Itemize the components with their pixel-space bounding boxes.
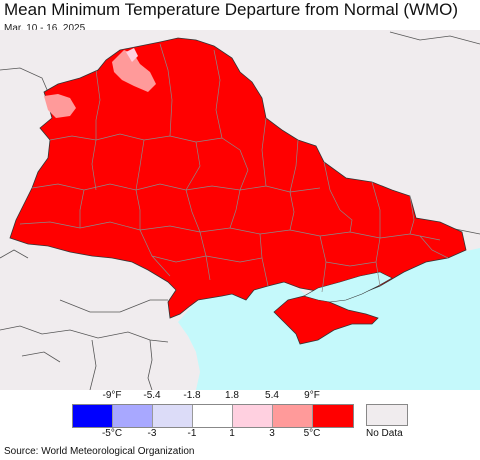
legend-no-data-label: No Data — [366, 428, 403, 439]
legend-label-c-2: -1 — [187, 428, 197, 439]
legend-swatch-6 — [313, 405, 353, 427]
oblast-borders — [19, 43, 449, 293]
legend-swatch-1 — [113, 405, 153, 427]
sea-of-azov — [303, 271, 393, 303]
legend-swatch-4 — [233, 405, 273, 427]
legend: -9°F -5.4 -1.8 1.8 5.4 9°F -5°C -3 -1 1 … — [0, 390, 480, 442]
legend-swatch-2 — [153, 405, 193, 427]
legend-swatch-3 — [193, 405, 233, 427]
legend-label-c-1: -3 — [147, 428, 157, 439]
legend-label-c-3: 1 — [229, 428, 235, 439]
neighbor-borders — [0, 31, 480, 390]
legend-swatch-5 — [273, 405, 313, 427]
legend-no-data-swatch — [366, 404, 408, 426]
legend-label-c-4: 3 — [269, 428, 275, 439]
map-title: Mean Minimum Temperature Departure from … — [4, 0, 459, 19]
patch-northwest — [44, 94, 76, 118]
legend-label-f-3: 1.8 — [225, 390, 239, 401]
legend-label-c-0: -5°C — [101, 428, 123, 439]
date-range: Mar. 10 - 16, 2025 — [4, 23, 86, 34]
legend-label-f-2: -1.8 — [183, 390, 201, 401]
legend-label-f-5: 9°F — [304, 390, 320, 401]
source-credit: Source: World Meteorological Organizatio… — [4, 446, 195, 457]
legend-swatches — [72, 404, 354, 428]
patch-north-light — [126, 48, 138, 62]
legend-label-f-0: -9°F — [102, 390, 122, 401]
legend-label-c-5: 5°C — [303, 428, 321, 439]
patch-north — [112, 50, 156, 92]
legend-label-f-1: -5.4 — [143, 390, 161, 401]
legend-swatch-0 — [73, 405, 113, 427]
legend-label-f-4: 5.4 — [265, 390, 279, 401]
map — [0, 30, 480, 390]
